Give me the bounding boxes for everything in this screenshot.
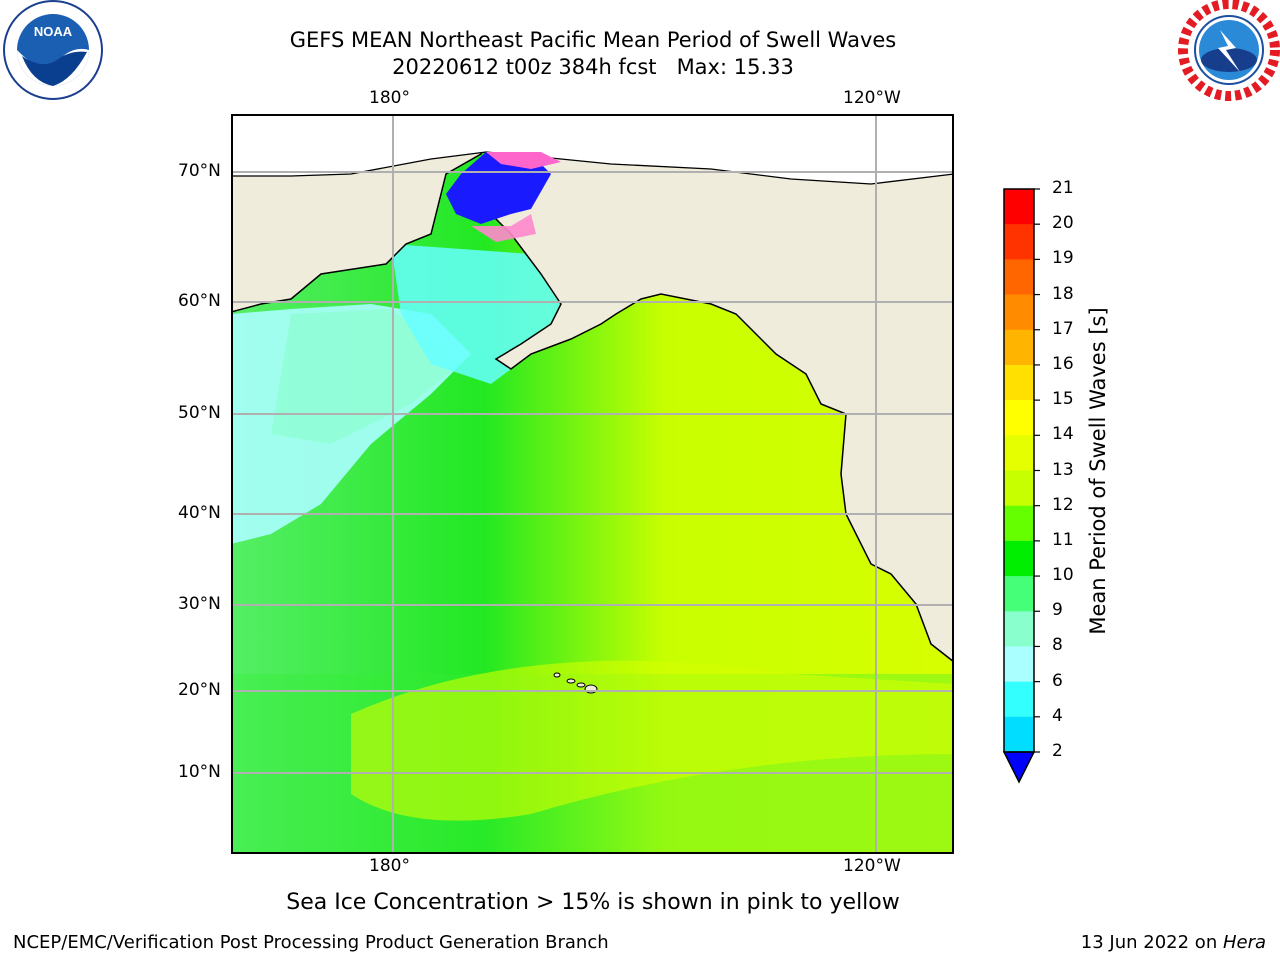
- lat-label-50n: 50°N: [178, 403, 221, 423]
- colorbar-tick-label: 15: [1052, 389, 1074, 410]
- colorbar-tick-label: 20: [1052, 213, 1074, 234]
- land-north-america: [480, 114, 954, 663]
- colorbar-segment: [1004, 576, 1034, 612]
- map-panel: [231, 114, 954, 854]
- colorbar-segment: [1004, 716, 1034, 753]
- noaa-logo: NOAA: [2, 0, 104, 102]
- colorbar-tick-label: 19: [1052, 248, 1074, 269]
- colorbar-segment: [1004, 435, 1034, 471]
- colorbar-segment: [1004, 224, 1034, 260]
- colorbar-tick-label: 6: [1052, 670, 1063, 691]
- colorbar-tick-label: 13: [1052, 459, 1074, 480]
- colorbar-tick-label: 18: [1052, 283, 1074, 304]
- colorbar-segment: [1004, 681, 1034, 718]
- colorbar-segment: [1004, 329, 1034, 366]
- chart-subtitle: 20220612 t00z 384h fcst Max: 15.33: [392, 55, 794, 79]
- colorbar-tick-label: 14: [1052, 424, 1074, 445]
- lat-label-60n: 60°N: [178, 291, 221, 311]
- footer-left: NCEP/EMC/Verification Post Processing Pr…: [13, 932, 609, 953]
- footer-host: Hera: [1222, 932, 1266, 953]
- lat-label-10n: 10°N: [178, 762, 221, 782]
- svg-text:NOAA: NOAA: [34, 24, 73, 39]
- colorbar-tick-label: 12: [1052, 494, 1074, 515]
- footer-right: 13 Jun 2022 on Hera: [1081, 932, 1266, 953]
- colorbar-tick-label: 10: [1052, 565, 1074, 586]
- colorbar-tick-label: 21: [1052, 178, 1074, 198]
- nws-logo: [1178, 0, 1280, 102]
- lat-label-40n: 40°N: [178, 503, 221, 523]
- lat-label-70n: 70°N: [178, 161, 221, 181]
- colorbar-label: Mean Period of Swell Waves [s]: [1086, 307, 1110, 635]
- colorbar-tick-label: 11: [1052, 529, 1074, 550]
- colorbar-tick-label: 9: [1052, 600, 1063, 621]
- colorbar-segment: [1004, 294, 1034, 331]
- lon-label-bottom-120w: 120°W: [843, 856, 901, 876]
- colorbar-extend-arrow: [1002, 751, 1036, 784]
- colorbar-segment: [1004, 189, 1034, 225]
- sea-ice-caption: Sea Ice Concentration > 15% is shown in …: [286, 890, 900, 915]
- colorbar-segment: [1004, 505, 1034, 542]
- colorbar-segment: [1004, 259, 1034, 296]
- lon-label-top-180: 180°: [369, 88, 410, 108]
- colorbar-segment: [1004, 364, 1034, 401]
- colorbar-segment: [1004, 540, 1034, 577]
- lat-label-20n: 20°N: [178, 680, 221, 700]
- colorbar-tick-label: 2: [1052, 741, 1063, 761]
- colorbar-tick-label: 17: [1052, 318, 1074, 339]
- lat-label-30n: 30°N: [178, 594, 221, 614]
- graticule: [231, 114, 954, 854]
- lon-label-top-120w: 120°W: [843, 88, 901, 108]
- colorbar-tick-label: 8: [1052, 635, 1063, 656]
- colorbar-ticks: 21 20 19 18 17 16 15 14 13 12 11 10 9 8 6 4 2: [1052, 178, 1092, 786]
- colorbar-segment: [1004, 646, 1034, 683]
- colorbar-segment: [1004, 400, 1034, 436]
- colorbar-tick-label: 16: [1052, 353, 1074, 374]
- colorbar-tick-label: 4: [1052, 705, 1063, 726]
- colorbar-segment: [1004, 470, 1034, 507]
- map-canvas: [231, 114, 954, 854]
- sea-ice-region: [446, 152, 551, 224]
- footer-date: 13 Jun 2022 on: [1080, 932, 1223, 953]
- lon-label-bottom-180: 180°: [369, 856, 410, 876]
- chart-title: GEFS MEAN Northeast Pacific Mean Period …: [289, 28, 897, 52]
- colorbar-segment: [1004, 611, 1034, 647]
- colorbar: [1000, 186, 1040, 786]
